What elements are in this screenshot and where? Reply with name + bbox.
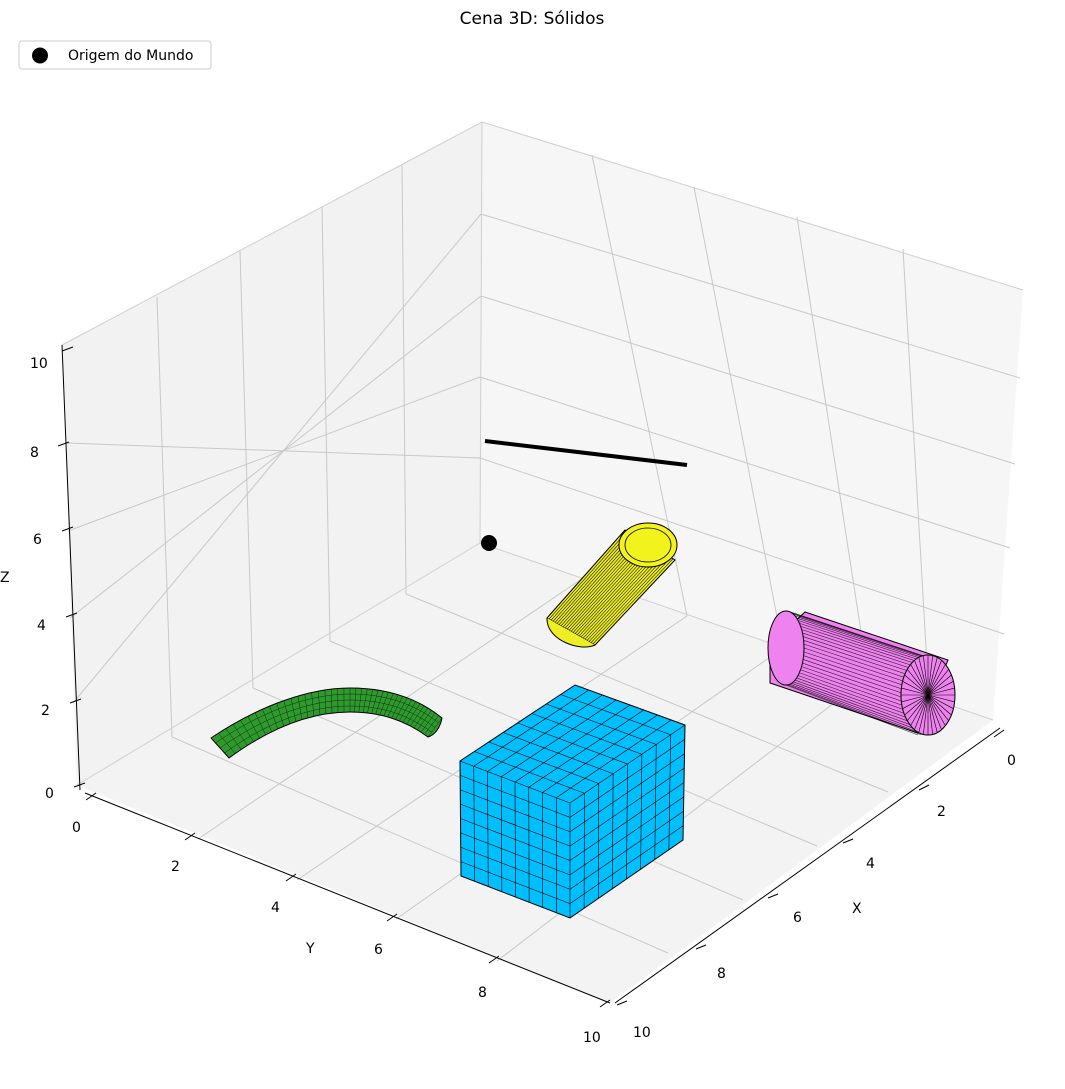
tick-marks (57, 346, 1005, 1008)
y-tick-10: 10 (583, 1030, 601, 1046)
legend-marker-origin (32, 47, 48, 64)
z-tick-0: 0 (45, 786, 54, 802)
chart-title: Cena 3D: Sólidos (460, 9, 605, 29)
legend-box (18, 40, 212, 70)
black-line (484, 439, 688, 467)
legend-label-origin: Origem do Mundo (68, 48, 193, 64)
legend: Origem do Mundo (18, 40, 212, 70)
x-tick-4: 4 (866, 856, 875, 872)
z-tick-8: 8 (30, 445, 39, 461)
left-pane (62, 122, 482, 785)
x-tick-labels: 0 2 4 6 8 10 (633, 753, 1016, 1041)
y-tick-labels: 0 2 4 6 8 10 (72, 820, 601, 1046)
y-tick-0: 0 (72, 820, 81, 836)
x-tick-0: 0 (1007, 753, 1016, 769)
blue-cube (459, 684, 686, 919)
y-tick-4: 4 (271, 900, 280, 916)
x-axis-label: X (852, 901, 862, 917)
z-tick-4: 4 (37, 618, 46, 634)
origin-point (481, 535, 497, 551)
x-tick-6: 6 (793, 910, 802, 926)
z-axis-label: Z (0, 570, 10, 586)
x-tick-2: 2 (937, 804, 946, 820)
y-tick-8: 8 (478, 985, 487, 1001)
z-tick-10: 10 (30, 356, 48, 372)
y-axis-label: Y (305, 941, 315, 957)
y-tick-6: 6 (374, 942, 383, 958)
x-tick-8: 8 (717, 966, 726, 982)
z-tick-labels: 10 8 6 4 2 0 (30, 356, 54, 802)
z-tick-2: 2 (41, 703, 50, 719)
yellow-cylinder (546, 522, 678, 648)
y-tick-2: 2 (171, 859, 180, 875)
axes-lines (61, 344, 1001, 1004)
green-bent-tube (210, 687, 443, 759)
z-tick-6: 6 (33, 532, 42, 548)
violet-cylinder (767, 610, 956, 736)
x-tick-10: 10 (633, 1025, 651, 1041)
